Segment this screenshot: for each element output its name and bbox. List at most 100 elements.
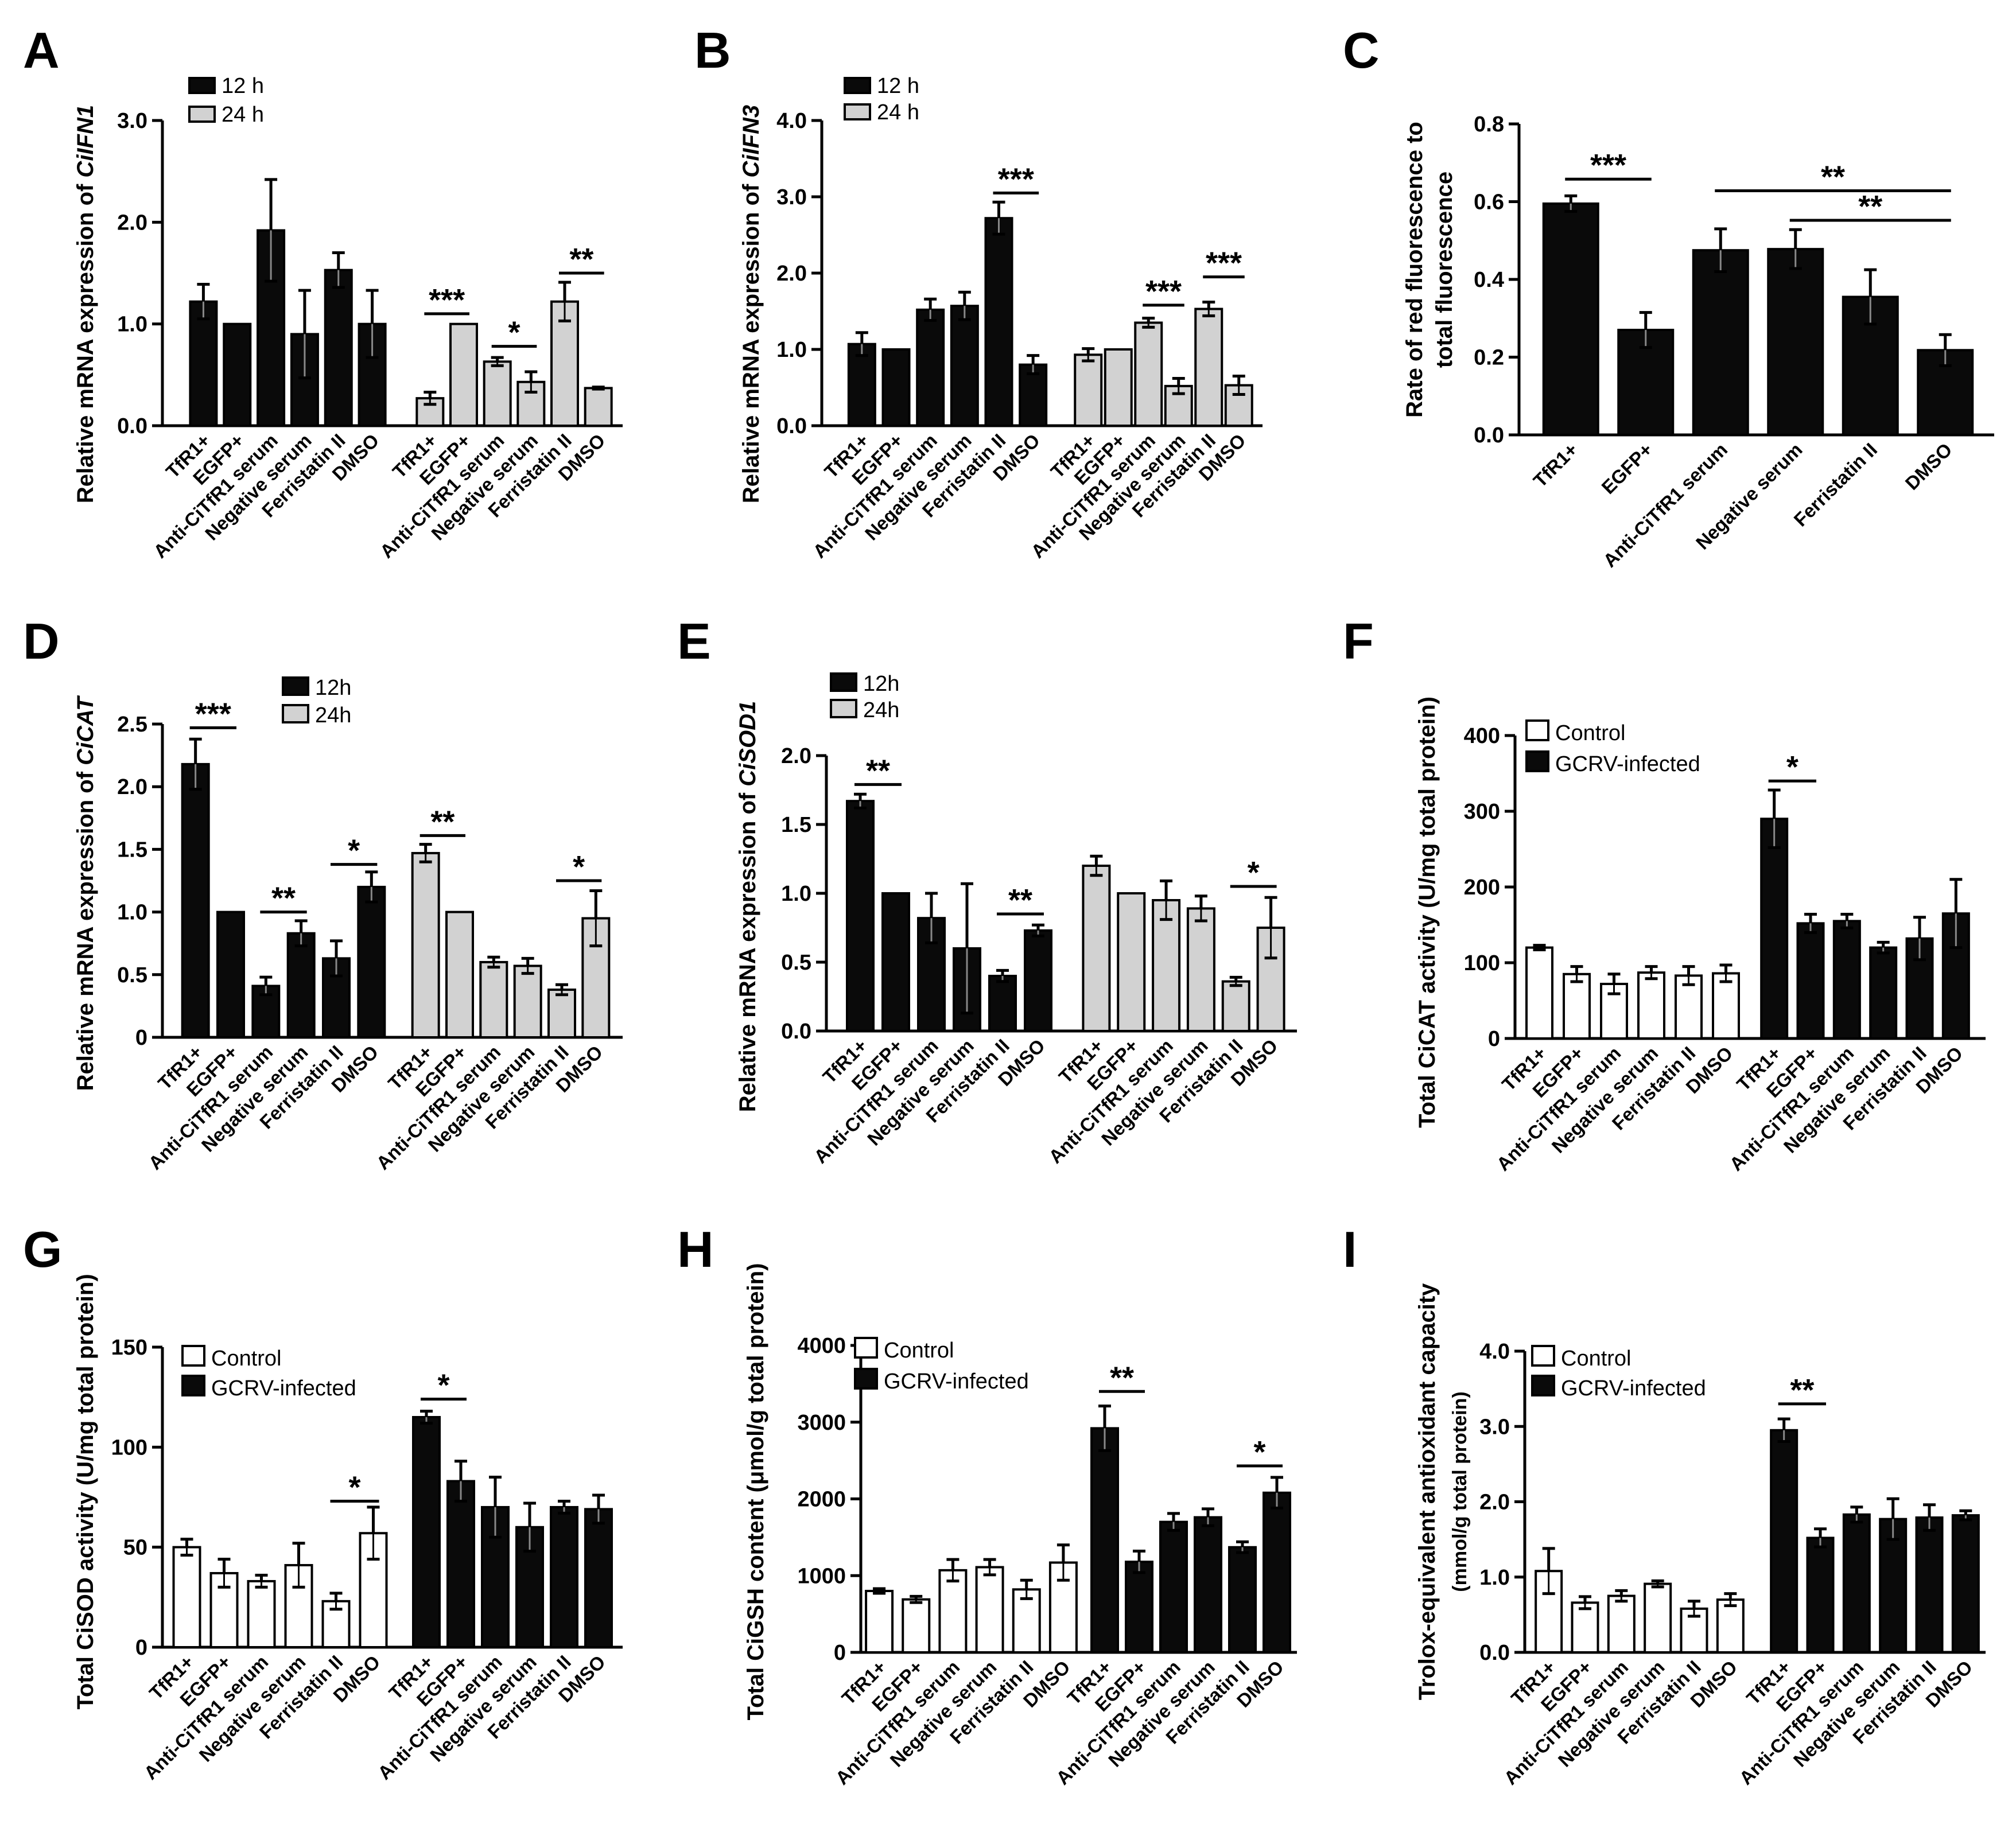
panel-f-legend-swatch [1525,719,1549,741]
panel-i-legend-label: Control [1561,1347,1632,1371]
panel-g: G 0 50 100 150 Total CiSOD activity (U/mg tot… [23,1221,623,1784]
panel-g-letter: G [23,1221,62,1278]
panel-e-y-tick-label: 1.5 [781,813,811,837]
panel-f-letter: F [1343,613,1374,670]
panel-h-bar [1194,1516,1222,1654]
panel-b-y-tick-label: 3.0 [776,185,807,209]
panel-a-sig-label: *** [429,283,465,317]
panel-g-bar [247,1579,276,1648]
panel-b-y-tick-label: 2.0 [776,262,807,286]
panel-h-bar [1159,1520,1188,1654]
panel-c-category-label: Anti-CiTfR1 serum [1599,439,1731,571]
panel-d-bar [216,911,245,1038]
panel-d-letter: D [23,613,60,670]
panel-g-bar [172,1546,201,1649]
panel-g-y-tick-label: 0 [135,1636,147,1660]
panel-h-bar [975,1566,1004,1654]
panel-i-y-tick-label: 1.0 [1479,1566,1510,1590]
panel-i-bar [1951,1514,1980,1654]
panel-e-y-tick-label: 2.0 [781,744,811,768]
panel-a-bar [415,397,445,427]
panel-a-y-tick-label: 0.0 [117,414,147,438]
panel-i-y-tick-label: 0.0 [1479,1641,1510,1665]
panel-g-y-label: Total CiSOD activity (U/mg total protein… [73,1274,98,1709]
panel-i-bar [1842,1513,1871,1654]
panel-d: D 0 0.5 1.0 1.5 2.0 2.5 Relative mRNA expressio… [23,613,623,1174]
panel-d-bar [357,885,386,1039]
panel-g-sig-label: * [348,1470,360,1504]
panel-f-bar [1563,972,1591,1040]
panel-f-bar [1712,972,1740,1040]
panel-d-sig-label: ** [430,804,455,839]
panel-i-bar [1770,1429,1799,1654]
panel-i-legend-swatch [1531,1375,1555,1396]
panel-g-legend-swatch [181,1345,205,1367]
panel-h-sig-label: * [1253,1435,1265,1469]
panel-a-legend-label: 12 h [222,74,264,98]
panel-e-bar [1186,907,1215,1033]
panel-c-sig-label: ** [1858,189,1882,224]
panel-d-bar [286,932,316,1039]
panel-c-sig-label: *** [1590,148,1626,182]
panel-c-y-tick-label: 0.0 [1474,423,1504,448]
panel-g-sig-label: * [437,1368,449,1403]
panel-h-bar [1125,1561,1153,1654]
panel-d-bar [181,762,210,1038]
panel-b-legend-swatch [844,103,871,120]
panel-h-bar [938,1569,968,1654]
panel-b-bar [984,217,1013,427]
panel-d-bar [547,989,576,1039]
panel-a-sig-label: * [508,316,520,350]
panel-c-y-tick-label: 0.8 [1474,112,1504,137]
panel-g-legend-swatch [181,1375,205,1396]
panel-b-sig-label: *** [998,162,1034,196]
panel-h-bar [1090,1427,1119,1654]
panel-e-letter: E [677,613,711,670]
panel-e-y-label-gene: CiSOD1 [735,701,760,787]
panel-b-legend-swatch [844,77,871,94]
panel-f-y-tick-label: 400 [1464,724,1500,748]
panel-e-sig-label: * [1248,855,1260,890]
panel-a-bar [584,387,613,427]
panel-i-bar [1607,1594,1636,1654]
panel-d-y-tick-label: 2.0 [117,775,147,799]
panel-i-sig-label: ** [1790,1373,1814,1407]
panel-h-legend-swatch [854,1368,878,1390]
panel-a-y-label-prefix: Relative mRNA expression of [73,178,98,504]
panel-f-legend-label: GCRV-infected [1555,752,1700,776]
panel-d-bar [445,911,474,1038]
panel-c-y-label-line1: Rate of red fluorescence to [1402,122,1427,418]
panel-c-bar [1542,202,1599,436]
panel-c-y-tick-label: 0.4 [1474,268,1504,292]
panel-b-bar [881,348,911,427]
panel-b-legend-label: 12 h [877,74,919,98]
panel-h-legend-swatch [854,1337,878,1359]
panel-b-y-tick-label: 1.0 [776,338,807,362]
panel-c-y-tick-label: 0.2 [1474,346,1504,370]
panel-b-letter: B [694,22,731,79]
panel-a-bar [449,322,478,427]
panel-c-bar [1767,248,1824,436]
panel-d-legend-label: 12h [315,676,351,700]
panel-e-y-label-prefix: Relative mRNA expression of [735,787,760,1112]
panel-a-legend-label: 24 h [222,103,264,127]
panel-d-legend-label: 24h [315,703,351,727]
panel-a: A 0.0 1.0 2.0 3.0 Relative mRNA expression of… [23,22,623,562]
panel-h-y-tick-label: 3000 [797,1411,846,1435]
panel-g-bar [446,1480,475,1649]
panel-f-bar [1869,946,1898,1040]
panel-h-y-tick-label: 2000 [797,1488,846,1512]
panel-f-bar [1796,922,1825,1040]
panel-h-y-tick-label: 1000 [797,1564,846,1588]
panel-b-y-label: Relative mRNA expression of CiIFN3 [739,105,764,503]
panel-e-legend-label: 12h [863,672,899,696]
panel-h-legend-label: Control [884,1339,954,1363]
panel-c: C 0.0 0.2 0.4 0.6 0.8 Rate of red fluorescence… [1343,22,1994,571]
panel-c-y-label-line2: total fluorescence [1432,172,1457,368]
panel-b-sig-label: *** [1145,274,1182,309]
panel-d-y-tick-label: 1.0 [117,901,147,925]
panel-d-y-label-gene: CiCAT [73,695,98,765]
panel-e-y-tick-label: 0.5 [781,951,811,975]
panel-e-bar [988,975,1017,1032]
panel-h-y-tick-label: 4000 [797,1334,846,1358]
